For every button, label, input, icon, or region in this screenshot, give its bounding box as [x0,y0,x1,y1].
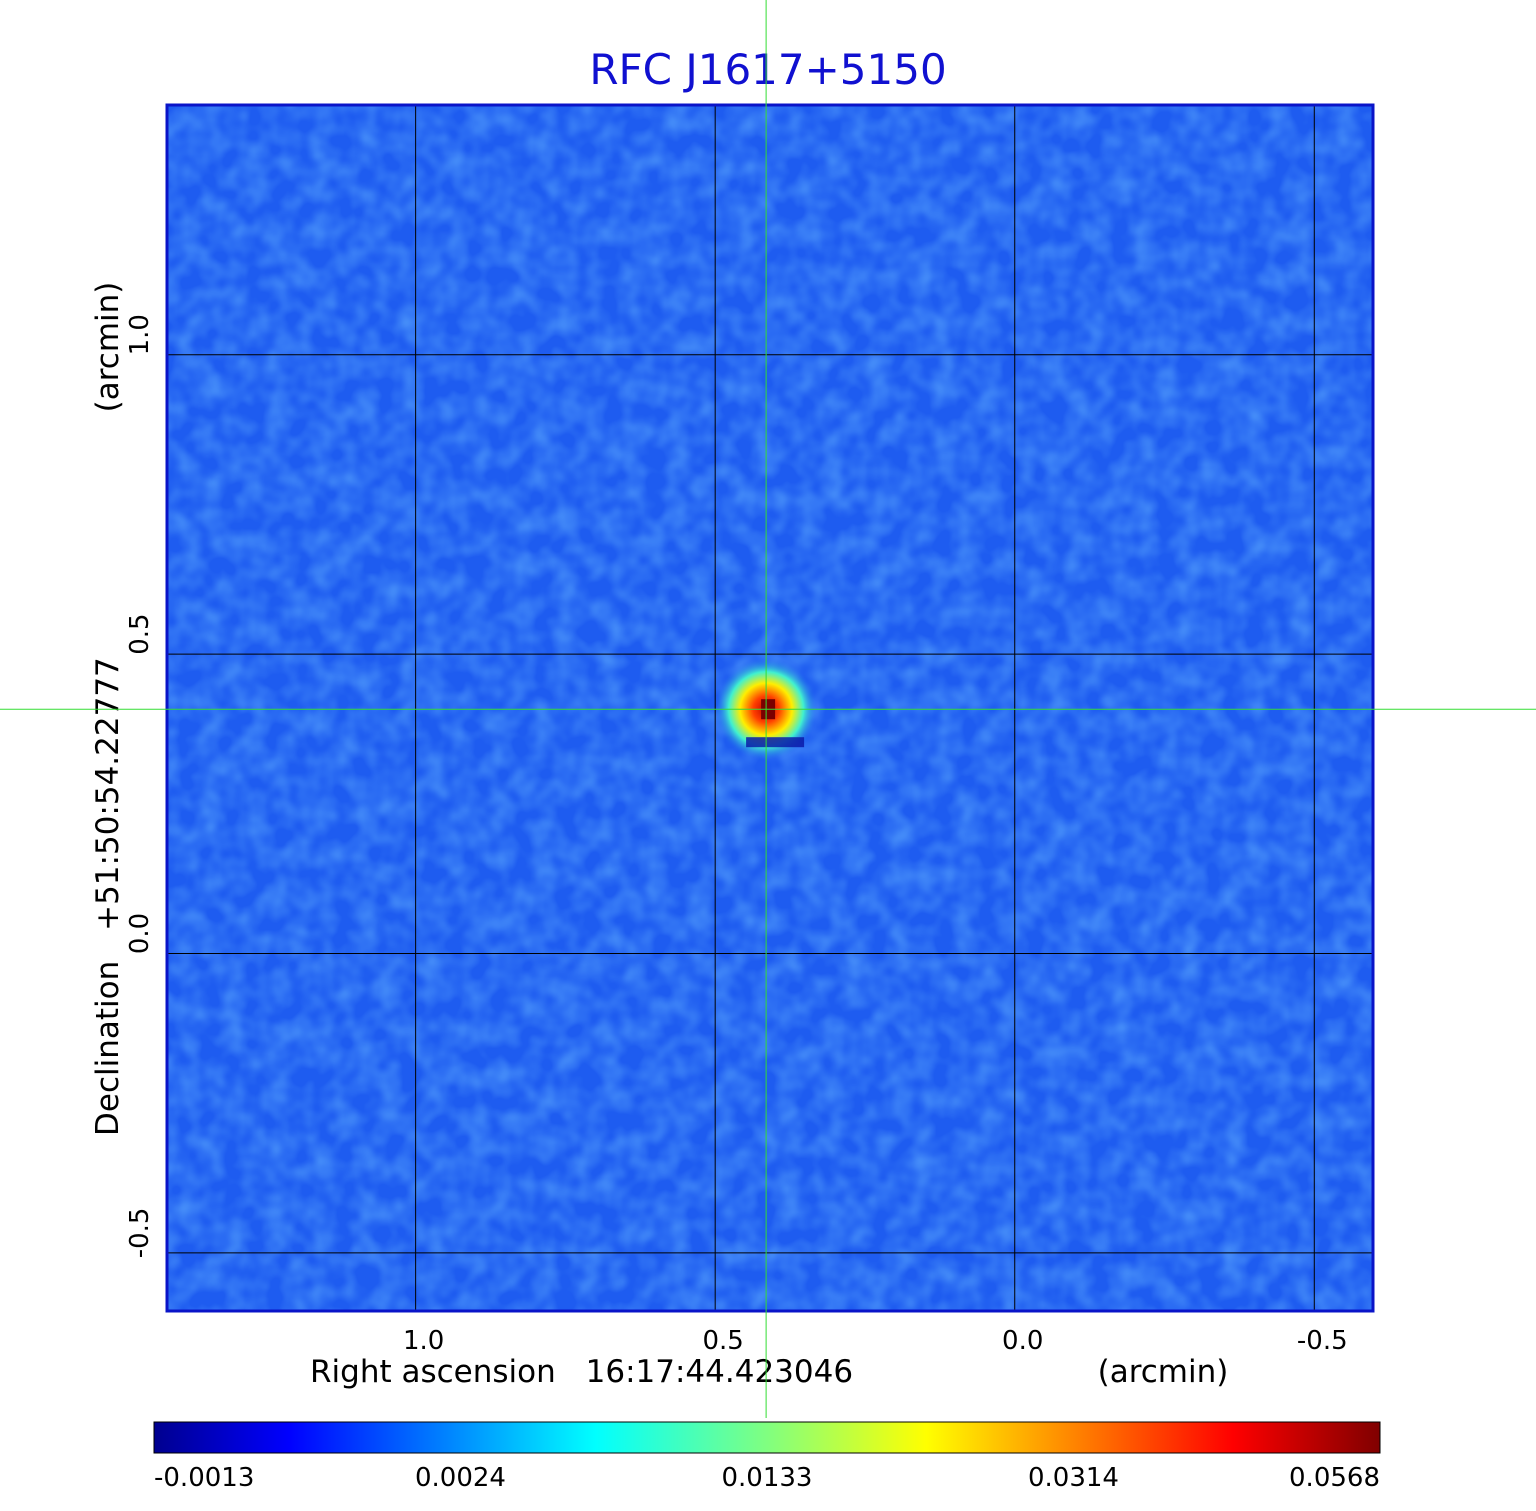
y-axis-unit: (arcmin) [90,282,126,413]
x-axis-unit: (arcmin) [1098,1354,1229,1390]
chart-title: RFC J1617+5150 [589,45,946,94]
colorbar-tick-label: 0.0024 [415,1463,506,1493]
plot-frame [165,103,1375,1313]
x-axis-label: Right ascension 16:17:44.423046 [310,1354,853,1390]
x-tick-label: 0.0 [1002,1326,1043,1356]
y-tick-label: 0.5 [125,613,155,654]
x-tick-label: 0.5 [703,1326,744,1356]
x-tick-labels: 1.0 0.5 0.0 -0.5 [403,1326,1348,1356]
y-tick-label: 0.0 [125,913,155,954]
x-axis-label-name: Right ascension [310,1354,556,1390]
image-plot-area [165,103,1375,1313]
source-negative-sidelobe [746,737,805,748]
colorbar-tick-label: 0.0314 [1028,1463,1119,1493]
x-tick-label: 1.0 [403,1326,444,1356]
crosshair [0,0,1536,1418]
y-axis-label: Declination +51:50:54.22777 [90,657,126,1136]
y-tick-labels: 1.0 0.5 0.0 -0.5 [125,314,155,1258]
colorbar-tick-labels: -0.0013 0.0024 0.0133 0.0314 0.0568 [154,1463,1380,1493]
y-tick-label: 1.0 [125,314,155,355]
y-axis-reference: +51:50:54.22777 [90,657,126,931]
x-axis-reference: 16:17:44.423046 [586,1354,853,1390]
colorbar-tick-label: 0.0133 [722,1463,813,1493]
y-axis-label-name: Declination [90,961,126,1136]
colorbar-tick-label: -0.0013 [154,1463,254,1493]
y-tick-label: -0.5 [125,1208,155,1259]
x-tick-label: -0.5 [1297,1326,1348,1356]
colorbar [153,1421,1381,1454]
colorbar-tick-label: 0.0568 [1289,1463,1380,1493]
